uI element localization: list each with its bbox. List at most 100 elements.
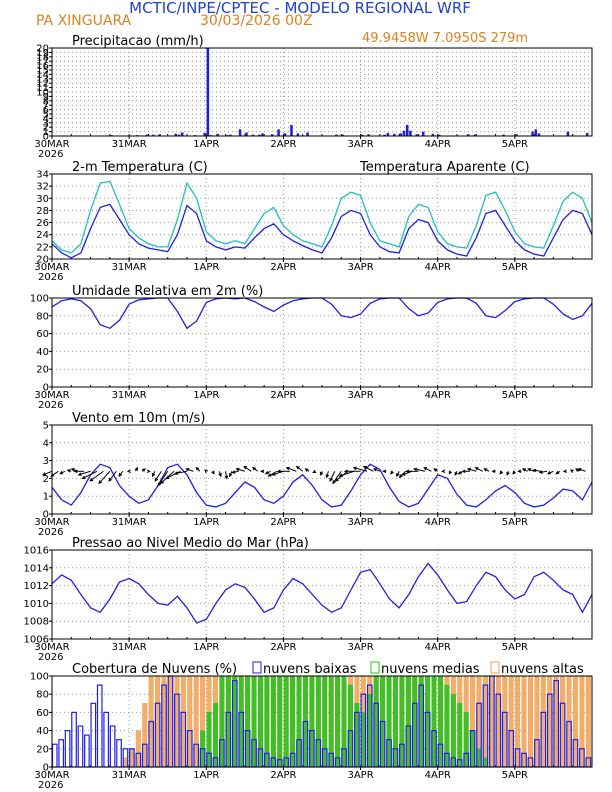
x-tick-label: 3APR [347,262,373,273]
wind-arrow-head [433,468,438,472]
temperature-frame [51,173,593,260]
precip-bar [531,131,534,136]
x-year-label: 2026 [38,272,63,283]
wind-arrow [154,471,162,482]
wind-arrow-head [372,468,377,472]
cloud-bar-nuvens-medias [367,693,373,768]
x-year-label: 2026 [38,527,63,538]
x-tick-label: 31MAR [112,770,147,781]
wind-title: Vento em 10m (m/s) [72,411,205,426]
cloud-bar-nuvens-medias [482,757,488,768]
legend-medium: nuvens medias [381,662,480,677]
precip-bar [177,134,181,136]
cloud-bar-nuvens-baixas [103,711,110,768]
wind-arrow [98,470,111,484]
x-tick-label: 30MAR [34,139,69,150]
y-tick-label: 7 [43,101,49,112]
cloud-bar-nuvens-medias [431,675,437,768]
apparent-temperature-title: Temperatura Aparente (C) [359,160,530,175]
precip-bar [399,133,403,136]
precip-bar [238,129,242,136]
precip-bar [277,129,280,136]
pressure-panel: Pressao ao Nivel Medio do Mar (hPa) 1006… [24,536,593,663]
wind-arrow [353,467,368,472]
x-tick-label: 3APR [347,770,373,781]
wind-arrow-head [304,468,309,472]
cloud-bar-nuvens-medias [470,730,476,768]
cloud-bar-nuvens-altas [161,675,167,768]
wind-frame [51,424,593,515]
cloud-bar-nuvens-altas [547,675,553,768]
cloud-bar-nuvens-altas [585,675,591,768]
x-tick-label: 1APR [193,770,219,781]
wind-arrow [78,470,91,476]
wind-arrow-head [173,471,179,475]
wind-arrow-head [329,477,333,482]
y-tick-label: 6 [43,105,49,116]
cloud-bar-nuvens-altas [122,757,128,768]
precip-bar [537,133,541,136]
wind-arrow-head [98,480,103,485]
cloud-bar-nuvens-altas [515,675,521,768]
y-tick-label: 1016 [24,546,49,557]
x-tick-label: 3APR [347,139,373,150]
cloud-bar-nuvens-baixas [90,702,97,768]
cloud-bar-nuvens-baixas [64,729,71,768]
wind-arrow-head [466,467,471,472]
precip-bar [180,132,184,136]
cloud-cover-panel: Cobertura de Nuvens (%) nuvens baixas nu… [30,661,593,791]
precipitation-title: Precipitacao (mm/h) [72,34,204,49]
wind-arrow-head [243,465,248,470]
precip-bar [515,134,518,136]
wind-arrow-head [352,466,357,471]
cloud-bar-nuvens-medias [405,675,411,768]
y-tick-label: 80 [36,690,49,701]
wind-arrow-head [382,469,387,474]
wind-arrow-head [454,471,458,476]
cloud-bar-nuvens-altas [193,675,199,768]
y-tick-label: 19 [36,48,49,59]
wind-arrow-head [512,470,517,475]
x-tick-label: 2APR [270,770,296,781]
wind-arrow [82,470,98,479]
wind-arrow-head [390,470,394,475]
wind-arrow-head [276,469,281,474]
wind-arrow [332,470,342,484]
y-tick-label: 4 [43,114,49,125]
x-tick-label: 3APR [347,390,373,401]
precip-bar [438,134,441,136]
cloud-bar-nuvens-baixas [77,725,84,768]
wind-arrow-head [398,474,403,479]
series-line-1-1 [51,180,593,254]
y-tick-label: 28 [36,206,49,217]
x-tick-label: 31MAR [112,262,147,273]
y-tick-label: 13 [36,74,49,85]
wind-arrow-head [295,465,300,470]
wind-arrow-head [423,467,428,471]
x-tick-label: 5APR [502,390,528,401]
wind-arrow-head [267,473,272,477]
y-tick-label: 14 [36,70,49,81]
x-tick-label: 1APR [193,390,219,401]
y-tick-label: 100 [30,294,49,305]
wind-arrow [243,466,252,472]
y-tick-label: 2 [43,474,49,485]
wind-arrow [533,469,541,472]
wind-arrow-head [538,470,543,474]
x-tick-label: 30MAR [34,517,69,528]
x-tick-label: 5APR [502,262,528,273]
wind-arrow-head [259,469,265,474]
precip-bar [534,129,538,136]
cloud-bar-nuvens-medias [315,675,321,768]
x-tick-label: 1APR [193,262,219,273]
cloud-bar-nuvens-altas [155,675,161,768]
x-tick-label: 31MAR [112,517,147,528]
wind-arrow-head [396,473,400,478]
cloud-bar-nuvens-baixas [71,711,77,768]
wind-arrow [157,471,169,486]
legend-low: nuvens baixas [263,662,357,677]
wind-arrow-head [499,470,504,475]
y-tick-label: 30 [36,194,49,205]
cloud-bar-nuvens-medias [476,748,482,768]
